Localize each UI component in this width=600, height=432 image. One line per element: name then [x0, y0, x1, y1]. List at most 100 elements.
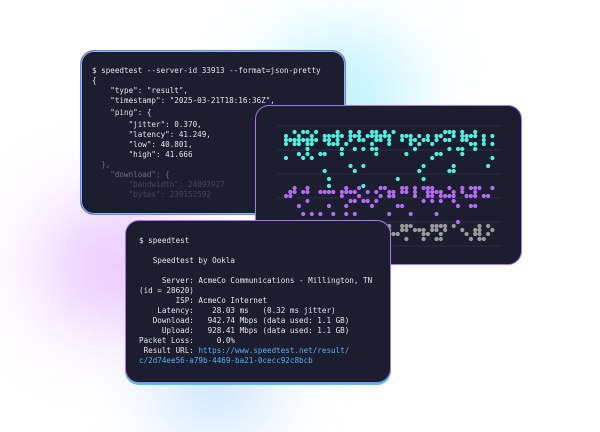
json-line: { [92, 76, 97, 85]
chart-dot [301, 137, 306, 143]
chart-dot [486, 163, 491, 169]
chart-dot [395, 176, 400, 182]
chart-dot [283, 137, 289, 143]
chart-dot [434, 189, 439, 195]
result-url-link-cont[interactable]: c/2d74ee56-a79b-4469-ba21-0cecc92c8bcb [139, 356, 313, 365]
chart-dot [468, 203, 473, 209]
chart-dot [369, 146, 375, 152]
chart-dot [378, 133, 383, 139]
chart-dot [451, 223, 456, 229]
chart-dot [455, 203, 461, 209]
chart-dot [387, 211, 392, 217]
chart-dot [331, 133, 336, 139]
chart-dot [318, 189, 323, 195]
json-line: "download": { [92, 170, 170, 179]
chart-dot [468, 185, 473, 191]
chart-dot [404, 133, 409, 139]
chart-dot [468, 133, 473, 139]
chart-dot [473, 141, 478, 147]
chart-dot [438, 236, 443, 242]
chart-dot [412, 227, 418, 233]
chart-dot [443, 137, 448, 143]
chart-dot [357, 129, 362, 135]
chart-dot [352, 198, 357, 204]
cli-terminal-window: $ speedtest Speedtest by Ookla Server: A… [125, 220, 391, 383]
chart-dot [305, 189, 310, 195]
chart-dot [335, 133, 340, 139]
chart-dot [309, 141, 314, 147]
chart-dot [352, 189, 357, 195]
chart-dot [400, 137, 405, 143]
chart-dot [326, 183, 332, 189]
chart-dot [400, 223, 405, 229]
chart-dot [408, 223, 413, 229]
chart-dot [322, 133, 327, 139]
chart-dot [352, 168, 357, 174]
chart-dot [305, 146, 310, 152]
chart-dot [301, 211, 306, 217]
chart-dot [404, 185, 409, 191]
chart-dot [352, 133, 357, 139]
chart-dot [348, 129, 353, 135]
chart-dot [331, 141, 336, 147]
chart-dot [335, 137, 340, 143]
chart-dot [473, 185, 478, 191]
chart-dot [430, 198, 435, 204]
chart-dot [400, 185, 405, 191]
chart-dot [447, 146, 452, 152]
cli-line: Download: 942.74 Mbps (data used: 1.1 GB… [139, 316, 350, 325]
chart-dot [348, 198, 353, 204]
chart-dot [288, 193, 293, 199]
chart-dot [374, 133, 379, 139]
chart-dot [352, 146, 357, 152]
chart-dot [348, 137, 353, 143]
chart-dot [468, 236, 473, 242]
chart-dot [473, 146, 478, 152]
chart-dot [438, 193, 443, 199]
chart-dot [374, 129, 379, 135]
chart-dot [417, 141, 422, 147]
chart-dot [421, 236, 426, 242]
chart-dot [430, 189, 435, 195]
json-line: "bytes": 239152592 [92, 190, 211, 199]
chart-dot [425, 137, 430, 143]
chart-dot [451, 198, 456, 204]
chart-dot [443, 129, 448, 135]
chart-dot [447, 185, 452, 191]
chart-dot [430, 223, 435, 229]
chart-dot [460, 146, 465, 152]
chart-dot [421, 185, 426, 191]
chart-dot [438, 189, 443, 195]
chart-dot [305, 185, 310, 191]
chart-dot [464, 137, 469, 143]
chart-dot [473, 203, 478, 209]
chart-dot [434, 133, 439, 139]
chart-dot [486, 193, 491, 199]
chart-dot [369, 141, 375, 147]
chart-dot [339, 193, 344, 199]
chart-dot [404, 151, 409, 157]
chart-dot [451, 133, 456, 139]
chart-dot [404, 223, 409, 229]
chart-dot [477, 236, 482, 242]
chart-dot [451, 193, 456, 199]
cli-line: Upload: 928.41 Mbps (data used: 1.1 GB) [139, 326, 350, 335]
chart-dot [434, 137, 439, 143]
chart-dot [464, 133, 469, 139]
chart-dot [477, 185, 482, 191]
chart-dot [365, 198, 370, 204]
json-line: "type": "result", [92, 86, 189, 95]
chart-dot [357, 193, 362, 199]
chart-dot [451, 129, 456, 135]
result-url-link[interactable]: https://www.speedtest.net/result/ [198, 346, 350, 355]
chart-dot [318, 151, 323, 157]
chart-dot [447, 168, 452, 174]
chart-dot [326, 203, 332, 209]
chart-dot [335, 129, 340, 135]
chart-dot [361, 198, 366, 204]
chart-dot [477, 223, 482, 229]
chart-dot [464, 231, 469, 237]
chart-dot [305, 137, 310, 143]
chart-dot [292, 129, 297, 135]
chart-dot [395, 203, 400, 209]
